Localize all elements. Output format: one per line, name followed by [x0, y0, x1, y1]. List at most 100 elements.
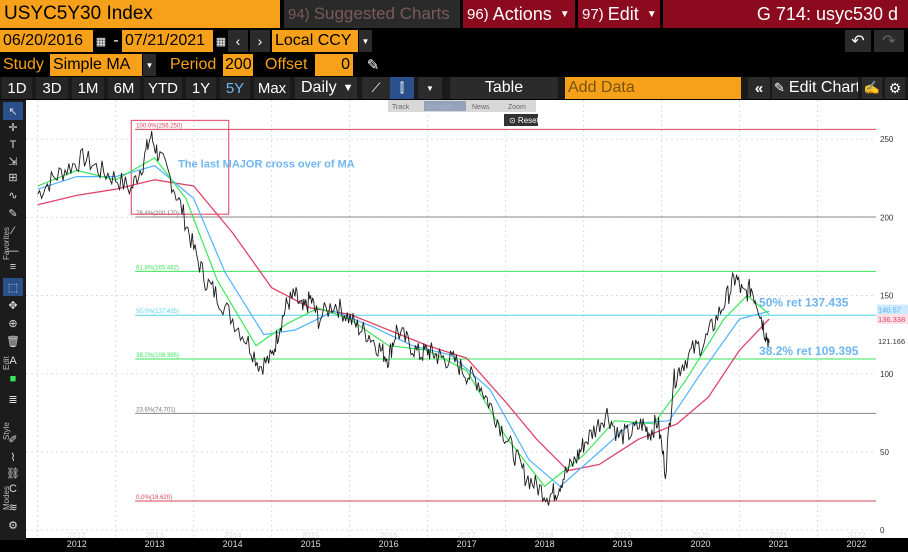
fib-level-label: 61.8%(165.482)	[136, 265, 179, 271]
chevron-down-icon: ▼	[559, 8, 570, 20]
x-axis-year: 2014	[222, 539, 243, 549]
cross-icon[interactable]: ✛	[8, 121, 18, 134]
edit-note-icon[interactable]: ✍	[862, 77, 882, 99]
range-max-button[interactable]: Max	[254, 77, 290, 99]
start-date-input[interactable]: 06/20/2016	[0, 30, 93, 52]
period-value: 200	[225, 56, 252, 73]
chevron-down-icon[interactable]: ▼	[143, 54, 156, 76]
edit-chart-label: Edit Chart	[788, 79, 858, 96]
chevron-down-icon[interactable]: ▼	[359, 30, 372, 52]
undo-icon[interactable]: ↶	[845, 30, 871, 52]
pen-icon[interactable]: ✎	[8, 207, 18, 220]
font-icon[interactable]: A	[9, 355, 17, 367]
study-select[interactable]: Simple MA	[50, 54, 142, 76]
last-value-badge	[877, 314, 908, 324]
ticker-text: USYC5Y30 Index	[4, 3, 153, 24]
gear-icon[interactable]: ⚙	[8, 519, 18, 532]
table-button[interactable]: Table	[450, 77, 558, 99]
collapse-icon[interactable]: «	[748, 77, 770, 99]
fib-level-label: 38.2%(109.395)	[136, 353, 179, 359]
gear-icon[interactable]: ⚙	[885, 77, 905, 99]
move-icon[interactable]: ✥	[8, 299, 18, 312]
range-1d-button[interactable]: 1D	[2, 77, 32, 99]
last-value-badge	[877, 304, 908, 315]
calendar-icon[interactable]: ▦	[95, 35, 107, 48]
study-value: Simple MA	[53, 56, 131, 73]
fib-level-label: 23.6%(74.701)	[136, 407, 175, 413]
prev-period-button[interactable]: ‹	[228, 30, 248, 52]
brush-icon[interactable]: ⁄	[12, 225, 14, 237]
mini-tool-zoom[interactable]: Zoom	[508, 104, 526, 111]
fib-level-label: 50.0%(137.435)	[136, 309, 179, 315]
bar-chart-icon[interactable]: ⫿	[390, 77, 414, 99]
x-tick-label: 2017	[458, 531, 476, 540]
calendar-icon[interactable]: ▦	[215, 35, 227, 48]
edit-chart-button[interactable]: ✎ Edit Chart	[772, 77, 858, 99]
select-icon[interactable]: ⬚	[3, 278, 23, 296]
table-label: Table	[484, 79, 524, 96]
end-date-input[interactable]: 07/21/2021	[122, 30, 213, 52]
reset-button[interactable]: ⊙ Reset	[509, 116, 540, 125]
reset-button-bg[interactable]	[504, 114, 538, 126]
range-1y-button[interactable]: 1Y	[186, 77, 216, 99]
chain-icon[interactable]: ⛓	[6, 467, 20, 480]
actions-menu[interactable]: 96) Actions ▼	[463, 0, 575, 28]
offset-input[interactable]: 0	[315, 54, 353, 76]
pencil-icon: ✎	[774, 80, 785, 95]
magnify-icon[interactable]: ⊕	[8, 317, 18, 330]
side-tab-favorites[interactable]: Favorites	[2, 227, 11, 260]
period-input[interactable]: 200	[223, 54, 253, 76]
layers-icon[interactable]: ≋	[8, 501, 18, 514]
chevron-down-icon: ▼	[646, 8, 657, 20]
next-period-button[interactable]: ›	[250, 30, 270, 52]
color-icon[interactable]: ■	[9, 373, 17, 385]
ma-red-line	[37, 179, 770, 472]
chevron-down-icon[interactable]: ▼	[418, 77, 442, 99]
side-tab-style[interactable]: Style	[2, 422, 11, 440]
x-axis: 2012 2013 2014 2015 2016 2017 2018 2019 2020 2021…	[26, 538, 876, 552]
pencil-icon[interactable]: ✎	[366, 57, 380, 74]
suggested-charts-button[interactable]: 94) Suggested Charts	[284, 0, 460, 28]
edit-menu[interactable]: 97) Edit ▼	[578, 0, 660, 28]
ticker-field[interactable]: USYC5Y30 Index	[0, 0, 280, 28]
range-1m-button[interactable]: 1M	[72, 77, 104, 99]
frequency-select[interactable]: Daily ▼	[295, 77, 357, 99]
cursor-icon[interactable]: ↖	[3, 102, 23, 120]
text-icon[interactable]: T	[9, 139, 17, 151]
wave-icon[interactable]: ∿	[8, 189, 18, 202]
mini-tool-track[interactable]: Track	[392, 104, 410, 111]
magnet-icon[interactable]: C	[9, 483, 17, 495]
line-icon[interactable]: —	[7, 245, 19, 257]
trend-icon[interactable]: ⇲	[8, 155, 18, 168]
offset-label: Offset	[265, 56, 308, 73]
line-chart-icon[interactable]: ⟋	[362, 77, 390, 99]
range-5y-button[interactable]: 5Y	[220, 77, 250, 99]
window-title-text: G 714: usyc530 d	[756, 3, 898, 24]
frequency-text: Daily	[301, 79, 337, 96]
chart-svg[interactable]: 100.0%(256.250)76.4%(200.170)61.8%(165.4…	[26, 100, 908, 540]
end-date-text: 07/21/2021	[125, 32, 206, 49]
x-tick-label: 2019	[614, 531, 632, 540]
brush2-icon[interactable]: ⌇	[10, 451, 16, 464]
ma-blue-line	[37, 165, 770, 488]
currency-select[interactable]: Local CCY	[272, 30, 358, 52]
fib-icon[interactable]: ⊞	[8, 171, 18, 184]
lines-icon[interactable]: ≡	[9, 261, 17, 273]
range-6m-button[interactable]: 6M	[108, 77, 140, 99]
x-tick-label: 2014	[224, 531, 242, 540]
study-row: Study Simple MA ▼ Period 200 Offset 0 ✎	[0, 54, 908, 76]
suggested-label: Suggested Charts	[313, 4, 450, 23]
price-line	[37, 130, 770, 506]
pencil-icon[interactable]: ✐	[8, 433, 18, 446]
trash-icon[interactable]: 🗑	[6, 335, 20, 348]
add-data-input[interactable]: Add Data	[565, 77, 741, 99]
range-3d-button[interactable]: 3D	[36, 77, 68, 99]
width-icon[interactable]: ≣	[8, 393, 18, 406]
redo-icon[interactable]: ↷	[874, 30, 904, 52]
range-ytd-button[interactable]: YTD	[144, 77, 182, 99]
side-tab-modes[interactable]: Modes	[2, 485, 11, 510]
mini-tool-news[interactable]: News	[472, 104, 490, 111]
chart-area[interactable]: 100.0%(256.250) 76.4%(200.170) 61.8%(165.4…	[26, 100, 908, 540]
x-tick-label: 2022	[848, 531, 866, 540]
side-tab-edit[interactable]: Edit	[2, 356, 11, 370]
